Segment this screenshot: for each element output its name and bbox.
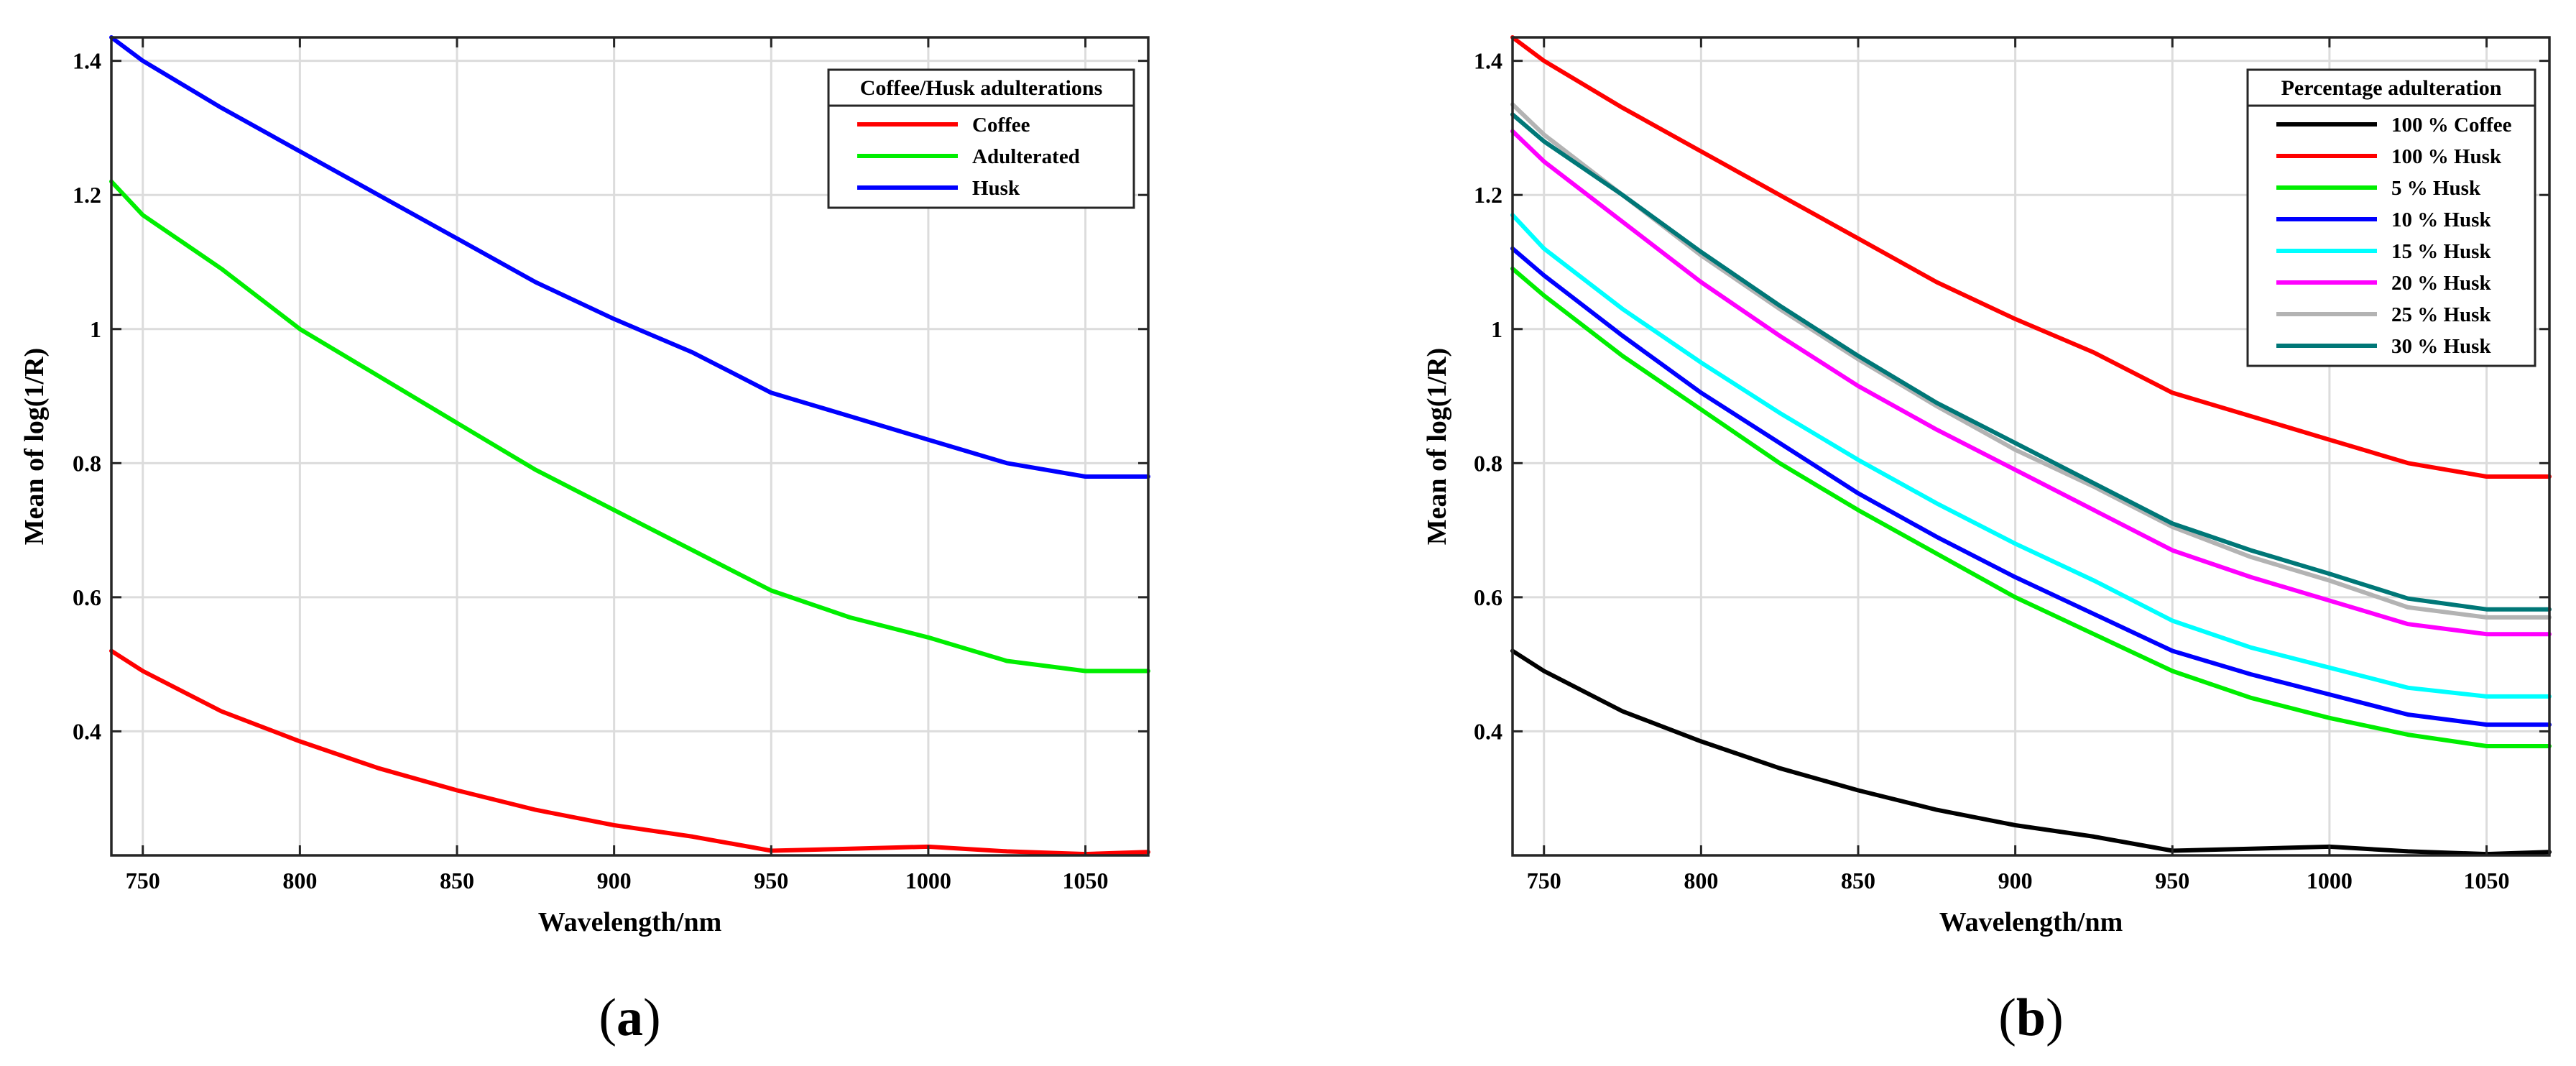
legend-label: 20 % Husk <box>2391 272 2491 295</box>
y-tick-label: 0.4 <box>1474 718 1502 744</box>
x-tick-label: 800 <box>282 868 317 893</box>
y-tick-label: 1.2 <box>73 182 101 208</box>
x-tick-label: 1050 <box>1063 868 1109 893</box>
legend-label: 25 % Husk <box>2391 303 2491 326</box>
legend-title: Percentage adulteration <box>2281 76 2502 100</box>
series-line <box>109 179 1150 674</box>
y-axis-label: Mean of log(1/R) <box>1422 348 1452 545</box>
y-tick-label: 0.8 <box>1474 450 1502 476</box>
y-tick-label: 1 <box>1491 316 1502 342</box>
series-line <box>1510 129 2552 637</box>
y-tick-label: 0.8 <box>73 450 101 476</box>
series-line <box>1510 35 2552 479</box>
series-line <box>1510 213 2552 699</box>
x-tick-label: 1000 <box>905 868 951 893</box>
chart-panel-b: 750 800 850 900 950 1000 10500.40.60.811.21.4 … <box>1422 35 2552 1047</box>
legend-box <box>2246 68 2536 367</box>
y-tick-label: 1.4 <box>1474 48 1502 74</box>
legend-label: Adulterated <box>972 145 1080 168</box>
legend-title: Coffee/Husk adulterations <box>860 76 1103 100</box>
plot-frame <box>110 36 1150 857</box>
chart-panel-a: 750 800 850 900 950 1000 10500.40.60.811.21.4 … <box>19 35 1150 1047</box>
panel-label: (b) <box>1998 988 2063 1047</box>
series-line <box>1510 266 2552 748</box>
series-line <box>109 35 1150 479</box>
x-axis-label: Wavelength/nm <box>1939 907 2123 937</box>
y-axis-label: Mean of log(1/R) <box>19 348 50 545</box>
x-tick-label: 750 <box>1527 868 1561 893</box>
x-tick-label: 950 <box>2155 868 2189 893</box>
y-tick-label: 1.2 <box>1474 182 1502 208</box>
x-tick-label: 900 <box>1998 868 2033 893</box>
y-tick-label: 1 <box>90 316 101 342</box>
x-tick-label: 1000 <box>2307 868 2353 893</box>
x-tick-label: 750 <box>126 868 160 893</box>
series-line <box>109 648 1150 857</box>
series-line <box>1510 246 2552 727</box>
y-tick-label: 0.6 <box>1474 584 1502 610</box>
legend-label: 30 % Husk <box>2391 335 2491 358</box>
legend: Percentage adulteration 100 % Coffee 100 %… <box>2246 68 2536 367</box>
legend-label: 100 % Husk <box>2391 145 2502 168</box>
legend-label: 5 % Husk <box>2391 177 2481 200</box>
legend-label: Coffee <box>972 114 1030 137</box>
y-tick-label: 1.4 <box>73 48 101 74</box>
x-tick-label: 850 <box>1841 868 1875 893</box>
legend-label: Husk <box>972 177 1020 200</box>
y-tick-label: 0.6 <box>73 584 101 610</box>
x-tick-label: 1050 <box>2464 868 2510 893</box>
y-tick-label: 0.4 <box>73 718 101 744</box>
x-axis-label: Wavelength/nm <box>538 907 721 937</box>
x-tick-label: 900 <box>597 868 632 893</box>
x-tick-label: 950 <box>754 868 788 893</box>
legend-label: 100 % Coffee <box>2391 114 2512 137</box>
series-line <box>1510 112 2552 612</box>
panel-label: (a) <box>599 988 660 1047</box>
series-line <box>1510 648 2552 857</box>
x-tick-label: 850 <box>440 868 474 893</box>
legend-box <box>827 68 1135 209</box>
legend: Coffee/Husk adulterations Coffee Adulterat… <box>827 68 1135 209</box>
legend-label: 10 % Husk <box>2391 208 2491 231</box>
x-tick-label: 800 <box>1684 868 1718 893</box>
legend-label: 15 % Husk <box>2391 240 2491 263</box>
plot-frame <box>1511 36 2551 857</box>
